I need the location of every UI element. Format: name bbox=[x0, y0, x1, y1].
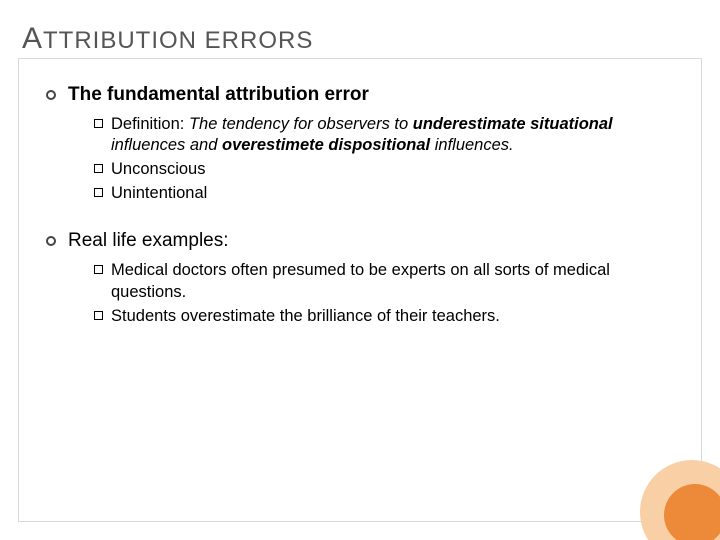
section-heading: The fundamental attribution error bbox=[46, 84, 662, 106]
section-items: Medical doctors often presumed to be exp… bbox=[46, 260, 662, 326]
list-item: Medical doctors often presumed to be exp… bbox=[94, 260, 662, 302]
list-item-text: Unintentional bbox=[111, 183, 207, 204]
list-item-text: Students overestimate the brilliance of … bbox=[111, 306, 500, 327]
list-item: Unintentional bbox=[94, 183, 662, 204]
decorative-circle-inner bbox=[664, 484, 720, 540]
list-item: Definition: The tendency for observers t… bbox=[94, 114, 662, 156]
list-item-text: Medical doctors often presumed to be exp… bbox=[111, 260, 662, 302]
square-bullet-icon bbox=[94, 188, 103, 197]
list-item-text: Definition: The tendency for observers t… bbox=[111, 114, 662, 156]
title-rest: TTRIBUTION ERRORS bbox=[43, 27, 313, 54]
square-bullet-icon bbox=[94, 265, 103, 274]
slide: ATTRIBUTION ERRORS The fundamental attri… bbox=[0, 0, 720, 540]
title-first-letter: A bbox=[22, 22, 43, 55]
slide-title: ATTRIBUTION ERRORS bbox=[18, 22, 702, 56]
list-item-text: Unconscious bbox=[111, 159, 205, 180]
square-bullet-icon bbox=[94, 164, 103, 173]
section-heading-text: Real life examples: bbox=[68, 230, 229, 252]
list-item: Students overestimate the brilliance of … bbox=[94, 306, 662, 327]
content-area: The fundamental attribution error Defini… bbox=[18, 84, 702, 327]
square-bullet-icon bbox=[94, 311, 103, 320]
square-bullet-icon bbox=[94, 119, 103, 128]
ring-bullet-icon bbox=[46, 236, 56, 246]
ring-bullet-icon bbox=[46, 90, 56, 100]
section-heading-text: The fundamental attribution error bbox=[68, 84, 369, 106]
list-item: Unconscious bbox=[94, 159, 662, 180]
section-heading: Real life examples: bbox=[46, 230, 662, 252]
section-items: Definition: The tendency for observers t… bbox=[46, 114, 662, 204]
